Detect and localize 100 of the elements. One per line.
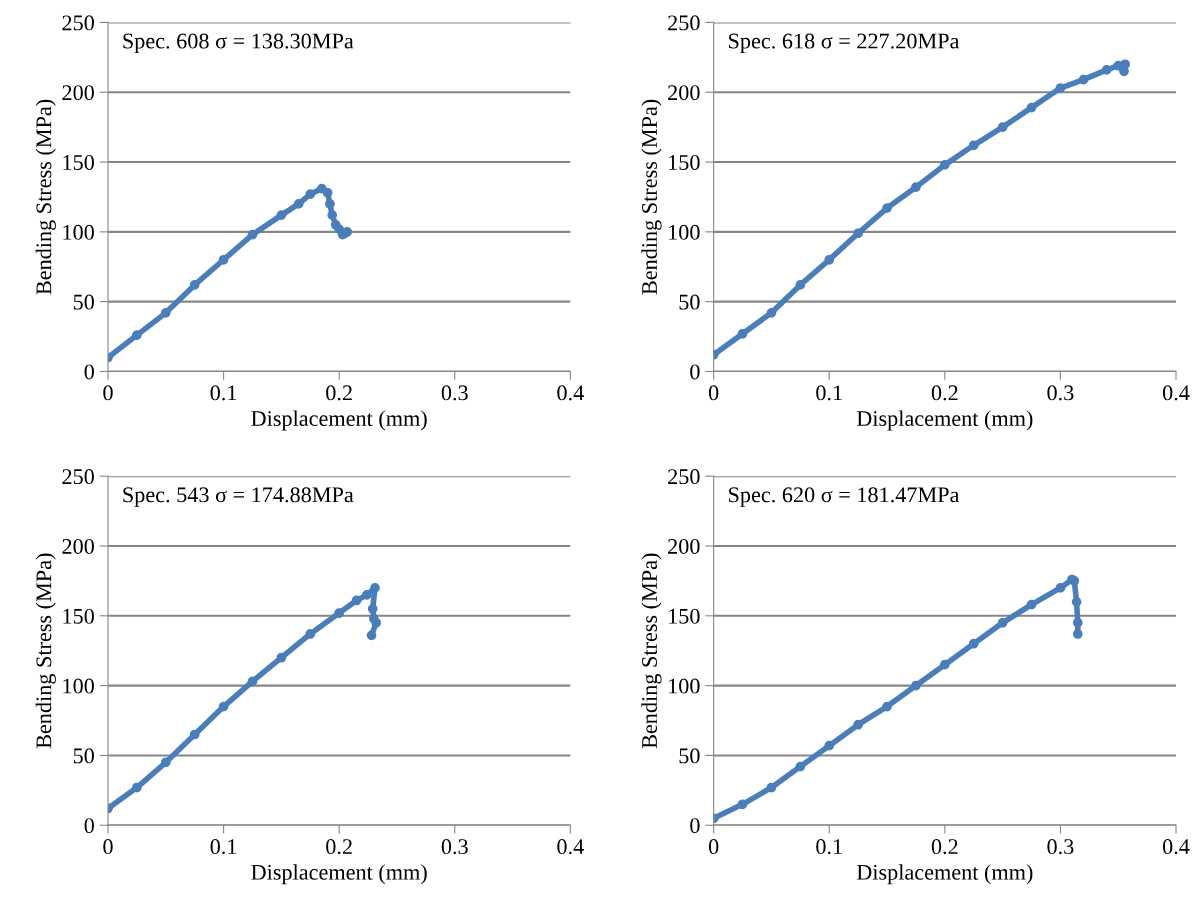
point	[189, 280, 200, 290]
point	[218, 701, 229, 712]
x-tick-label: 0.4	[1162, 385, 1190, 401]
point	[795, 761, 806, 772]
point	[366, 630, 377, 641]
point	[737, 328, 748, 339]
point	[853, 228, 864, 239]
point	[293, 199, 304, 209]
point	[327, 210, 338, 220]
y-tick-label: 250	[62, 469, 94, 485]
point	[322, 187, 333, 198]
y-tick-label: 100	[669, 678, 700, 694]
x-tick-label: 0.4	[557, 839, 584, 855]
point	[911, 182, 921, 193]
x-tick-label: 0.4	[1162, 839, 1190, 855]
point	[334, 608, 345, 618]
x-tick-label: 0.1	[210, 385, 237, 401]
y-tick-label: 100	[63, 678, 94, 694]
y-tick-label: 50	[679, 748, 700, 764]
point	[1055, 83, 1066, 93]
y-tick-label: 100	[63, 224, 94, 240]
point	[968, 638, 979, 649]
x-axis-title: Displacement (mm)	[856, 410, 1033, 431]
y-tick-label: 250	[668, 15, 700, 31]
annotation: Spec. 618 σ = 227.20MPa	[729, 33, 960, 54]
point	[824, 740, 835, 751]
point	[305, 189, 316, 200]
y-tick-label: 250	[62, 15, 94, 31]
annotation: Spec. 543 σ = 174.88MPa	[123, 487, 354, 507]
x-tick-label: 0.2	[931, 839, 958, 855]
point	[305, 629, 316, 639]
x-tick-label: 0.3	[1047, 839, 1074, 855]
point	[997, 617, 1008, 628]
x-tick-label: 0	[103, 385, 113, 401]
point	[882, 203, 892, 213]
y-axis-title: Bending Stress (MPa)	[35, 553, 56, 749]
point	[795, 280, 806, 290]
point	[1078, 74, 1089, 85]
y-tick-label: 200	[668, 538, 700, 554]
x-tick-label: 0.4	[557, 385, 584, 401]
point	[766, 307, 777, 318]
x-axis-title: Displacement (mm)	[251, 864, 427, 885]
x-tick-label: 0.2	[326, 839, 352, 855]
point	[939, 659, 950, 670]
x-axis-title: Displacement (mm)	[251, 410, 427, 431]
y-tick-label: 200	[62, 85, 94, 101]
point	[189, 729, 200, 740]
point	[1055, 583, 1066, 593]
point	[737, 799, 748, 810]
point	[968, 140, 979, 151]
x-tick-label: 0.1	[816, 839, 842, 855]
annotation: Spec. 620 σ = 181.47MPa	[729, 487, 960, 507]
point	[1026, 599, 1037, 610]
x-tick-label: 0	[708, 385, 719, 401]
point	[997, 122, 1008, 133]
point	[911, 680, 921, 691]
point	[132, 330, 142, 341]
x-tick-label: 0.3	[441, 839, 468, 855]
y-tick-label: 50	[73, 294, 94, 310]
point	[1072, 617, 1083, 628]
y-tick-label: 200	[62, 538, 94, 554]
y-tick-label: 0	[84, 818, 94, 834]
point	[766, 782, 777, 793]
point	[1026, 102, 1037, 113]
point	[882, 701, 892, 712]
y-axis-title: Bending Stress (MPa)	[35, 99, 56, 295]
point	[351, 595, 362, 606]
y-tick-label: 150	[669, 608, 700, 624]
point	[824, 254, 835, 265]
x-tick-label: 0.2	[931, 385, 958, 401]
point	[939, 159, 950, 170]
point	[218, 254, 229, 265]
x-tick-label: 0	[708, 839, 719, 855]
x-tick-label: 0.1	[816, 385, 842, 401]
point	[132, 782, 142, 793]
point	[371, 617, 382, 628]
y-tick-label: 150	[63, 154, 94, 170]
point	[853, 719, 864, 730]
point	[367, 603, 378, 614]
point	[160, 757, 171, 768]
point	[1072, 629, 1083, 639]
point	[1071, 596, 1082, 607]
point	[247, 229, 258, 240]
point	[1101, 65, 1112, 75]
y-tick-label: 0	[690, 364, 700, 380]
x-axis-title: Displacement (mm)	[856, 864, 1033, 885]
y-tick-label: 150	[63, 608, 94, 624]
y-tick-label: 50	[679, 294, 700, 310]
x-tick-label: 0.3	[441, 385, 468, 401]
point	[325, 199, 335, 209]
y-tick-label: 0	[84, 364, 94, 380]
y-tick-label: 150	[669, 154, 700, 170]
y-tick-label: 100	[669, 224, 700, 240]
y-axis-title: Bending Stress (MPa)	[641, 553, 662, 749]
x-tick-label: 0.1	[210, 839, 237, 855]
point	[160, 307, 171, 318]
x-tick-label: 0.3	[1047, 385, 1074, 401]
x-tick-label: 0.2	[326, 385, 352, 401]
annotation: Spec. 608 σ = 138.30MPa	[123, 33, 354, 54]
y-tick-label: 250	[668, 469, 700, 485]
